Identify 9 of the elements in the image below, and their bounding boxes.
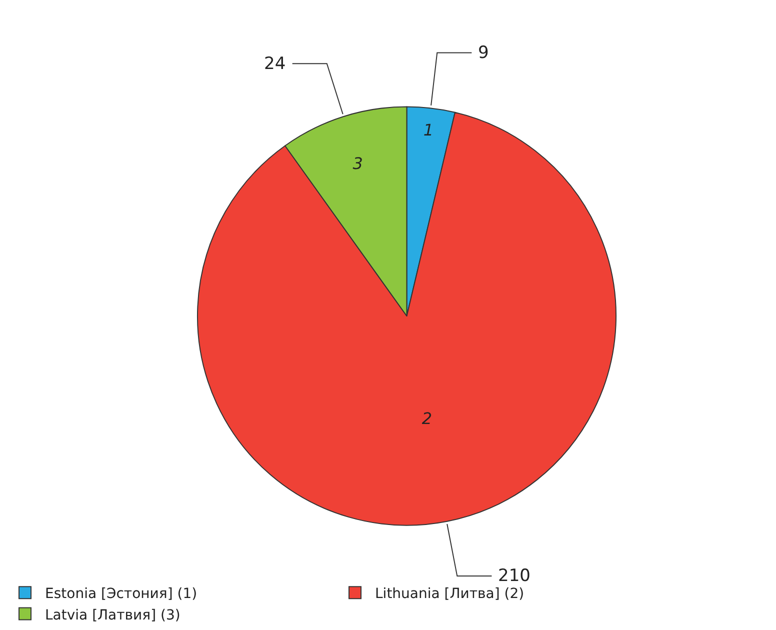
text: 2 (422, 409, 432, 428)
legend-label: Latvia [Латвия] (3) (45, 607, 180, 624)
data-label: 9 (478, 43, 489, 63)
legend-label: Estonia [Эстония] (1) (45, 586, 198, 602)
text: 3 (352, 154, 363, 173)
text: 1 (423, 120, 434, 140)
legend-label: Lithuania [Литва] (2) (375, 586, 524, 602)
data-label: 24 (264, 54, 286, 74)
data-label: 210 (498, 566, 530, 586)
